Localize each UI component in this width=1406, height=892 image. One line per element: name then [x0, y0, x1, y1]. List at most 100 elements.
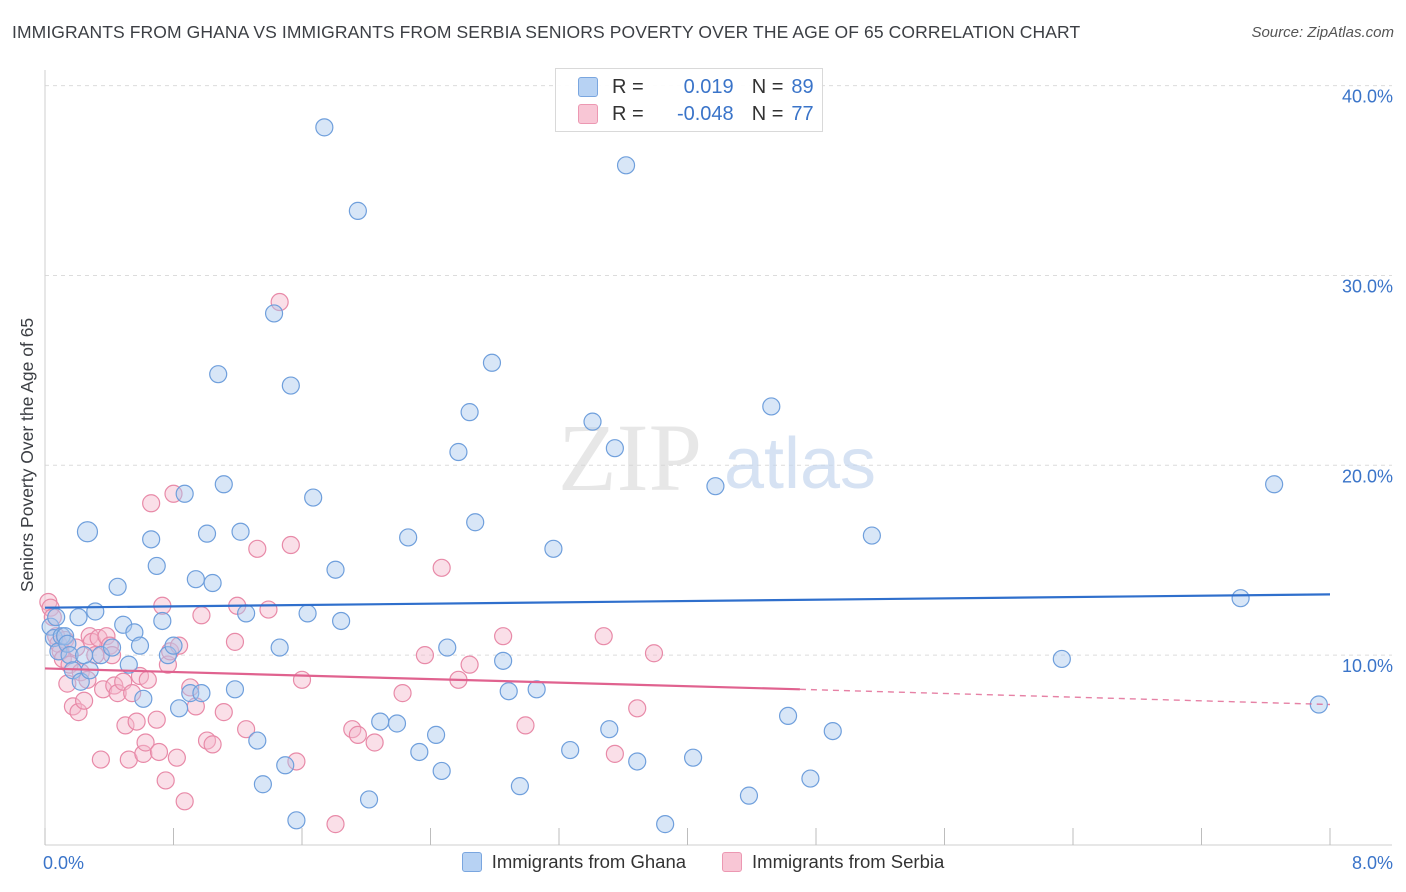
serbia-point: [248, 539, 267, 558]
ghana-point: [197, 524, 217, 543]
ghana-point: [616, 156, 636, 175]
ghana-points: [41, 118, 1328, 834]
serbia-n-label: N =: [751, 102, 784, 125]
ghana-point: [510, 777, 529, 796]
ghana-point: [175, 484, 194, 503]
serbia-point: [158, 655, 178, 674]
serbia-point: [156, 771, 175, 790]
ghana-point: [164, 636, 183, 655]
watermark-zip: ZIP: [558, 404, 702, 511]
serbia-legend-swatch: [722, 852, 743, 872]
serbia-point: [94, 680, 113, 699]
serbia-point: [127, 712, 146, 731]
ghana-point: [147, 556, 166, 576]
chart-title: IMMIGRANTS FROM GHANA VS IMMIGRANTS FROM…: [12, 22, 1081, 42]
serbia-point: [594, 627, 613, 646]
serbia-point: [348, 725, 367, 744]
ghana-legend-label: Immigrants from Ghana: [491, 851, 687, 872]
serbia-point: [326, 815, 345, 834]
legend-row-ghana: R = 0.019 N = 89: [578, 74, 814, 100]
legend-item-serbia[interactable]: Immigrants from Serbia: [722, 851, 944, 873]
serbia-legend-label: Immigrants from Serbia: [752, 851, 945, 872]
serbia-point: [123, 684, 142, 703]
serbia-point: [432, 558, 451, 577]
source-label: Source: ZipAtlas.com: [1251, 24, 1394, 41]
ghana-point: [387, 714, 407, 733]
serbia-trend-line-extension: [799, 688, 1331, 706]
ghana-point: [158, 646, 178, 665]
ghana-point: [762, 397, 781, 416]
serbia-point: [259, 600, 278, 619]
serbia-r-value: -0.048: [676, 102, 734, 125]
gridlines: [45, 85, 1392, 656]
series-legend: Immigrants from Ghana Immigrants from Se…: [0, 851, 1406, 873]
serbia-swatch: [578, 104, 598, 124]
axes: [44, 70, 1392, 846]
ghana-point: [426, 725, 446, 744]
ghana-point: [315, 118, 334, 137]
serbia-point: [494, 627, 513, 646]
legend-row-serbia: R = -0.048 N = 77: [578, 101, 814, 127]
ghana-point: [332, 611, 351, 631]
ghana-swatch: [578, 77, 598, 97]
ghana-legend-swatch: [461, 852, 482, 872]
serbia-point: [108, 684, 127, 703]
ghana-point: [399, 528, 418, 547]
serbia-point: [175, 792, 194, 811]
ghana-point: [287, 811, 306, 830]
y-axis-label: Seniors Poverty Over the Age of 65: [17, 318, 37, 592]
ghana-point: [142, 530, 161, 549]
ghana-point: [628, 752, 647, 771]
y-tick-label: 10.0%: [1342, 656, 1393, 676]
ghana-point: [1052, 649, 1071, 669]
serbia-point: [91, 750, 110, 769]
ghana-point: [862, 526, 881, 545]
serbia-point: [136, 733, 155, 752]
ghana-point: [108, 577, 127, 596]
serbia-point: [142, 494, 161, 513]
ghana-point: [253, 775, 272, 794]
serbia-point: [69, 703, 88, 722]
ghana-n-label: N =: [751, 75, 784, 98]
ghana-point: [583, 412, 602, 431]
ghana-point: [270, 638, 289, 657]
serbia-point: [67, 638, 86, 657]
serbia-point: [281, 535, 300, 555]
serbia-point: [460, 655, 479, 674]
ghana-point: [359, 790, 379, 809]
watermark: ZIP atlas: [558, 404, 876, 511]
ghana-point: [499, 682, 518, 701]
ghana-point: [823, 721, 842, 741]
ghana-point: [466, 513, 485, 532]
ghana-point: [281, 376, 300, 395]
ghana-point: [494, 651, 513, 670]
ghana-point: [214, 475, 233, 494]
serbia-trend-line: [44, 667, 800, 691]
ghana-point: [438, 638, 457, 657]
ghana-point: [125, 623, 144, 642]
ghana-point: [134, 689, 153, 708]
serbia-point: [203, 735, 222, 754]
ghana-point: [460, 403, 479, 422]
serbia-point: [237, 720, 256, 739]
ghana-point: [58, 634, 77, 653]
y-tick-label: 20.0%: [1342, 466, 1393, 486]
ghana-point: [130, 636, 150, 655]
serbia-point: [97, 627, 116, 646]
serbia-point: [628, 699, 647, 718]
serbia-point: [75, 691, 94, 710]
ghana-r-value: 0.019: [683, 75, 734, 98]
ghana-point: [119, 655, 138, 674]
ghana-point: [482, 353, 502, 372]
serbia-point: [116, 716, 135, 735]
serbia-point: [214, 703, 233, 722]
ghana-point: [739, 786, 759, 805]
ghana-point: [169, 699, 189, 718]
ghana-point: [203, 573, 222, 593]
legend-item-ghana[interactable]: Immigrants from Ghana: [461, 851, 687, 873]
serbia-point: [516, 716, 535, 735]
serbia-point: [605, 744, 624, 763]
ghana-point: [304, 488, 323, 507]
ghana-trend-line: [44, 593, 1331, 609]
